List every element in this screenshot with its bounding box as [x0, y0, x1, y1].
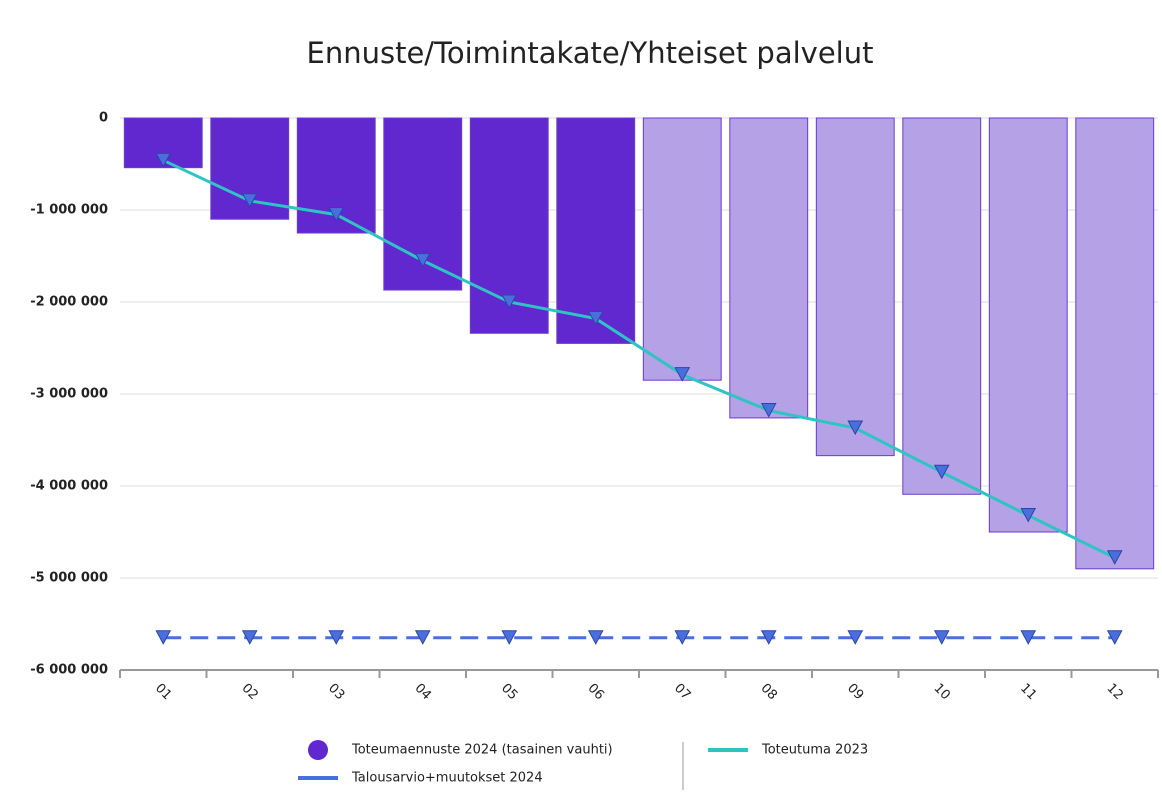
marker: [414, 630, 431, 645]
marker: [587, 311, 604, 326]
x-tick-label: 08: [758, 681, 780, 703]
marker: [501, 294, 518, 310]
y-tick-label: -5 000 000: [30, 571, 108, 586]
marker: [414, 253, 431, 268]
marker: [847, 630, 864, 645]
legend-label: Toteumaennuste 2024 (tasainen vauhti): [351, 743, 613, 758]
x-tick-label: 04: [412, 681, 434, 703]
y-tick-label: -1 000 000: [30, 203, 108, 218]
y-tick-label: 0: [99, 111, 108, 126]
marker: [328, 207, 345, 222]
marker: [1106, 550, 1123, 565]
bar: [1075, 117, 1155, 570]
y-tick-label: -4 000 000: [30, 479, 108, 494]
x-tick-label: 02: [239, 681, 261, 703]
marker: [674, 630, 691, 645]
bar: [729, 117, 809, 419]
y-tick-label: -2 000 000: [30, 295, 108, 310]
x-tick-label: 09: [844, 681, 866, 703]
marker: [1106, 630, 1123, 645]
bar: [902, 117, 982, 495]
marker: [933, 630, 950, 645]
y-tick-label: -3 000 000: [30, 387, 108, 402]
x-tick-label: 12: [1104, 681, 1126, 703]
marker: [674, 367, 691, 382]
x-tick-label: 03: [325, 681, 347, 703]
bar: [556, 117, 636, 344]
chart-title: Ennuste/Toimintakate/Yhteiset palvelut: [307, 36, 874, 70]
x-tick-label: 05: [498, 681, 520, 703]
legend-label: Talousarvio+muutokset 2024: [351, 771, 543, 786]
marker: [501, 630, 518, 645]
bar: [642, 117, 722, 381]
y-tick-label: -6 000 000: [30, 663, 108, 678]
marker: [847, 420, 864, 436]
bar: [815, 117, 895, 457]
x-tick-label: 06: [585, 681, 607, 703]
legend-swatch: [308, 740, 328, 760]
marker: [155, 152, 172, 168]
legend-label: Toteutuma 2023: [761, 743, 868, 758]
marker: [1020, 507, 1037, 523]
marker: [760, 403, 777, 418]
marker: [587, 630, 604, 645]
bar: [988, 117, 1068, 533]
marker: [241, 630, 258, 645]
marker: [241, 193, 258, 208]
x-tick-label: 10: [931, 681, 953, 703]
marker: [328, 630, 345, 645]
x-tick-label: 01: [152, 681, 174, 703]
marker: [155, 630, 172, 645]
x-tick-label: 07: [671, 681, 693, 703]
marker: [760, 630, 777, 645]
marker: [933, 464, 950, 480]
line: [162, 158, 1116, 560]
x-tick-label: 11: [1017, 681, 1039, 703]
marker: [1020, 630, 1037, 645]
